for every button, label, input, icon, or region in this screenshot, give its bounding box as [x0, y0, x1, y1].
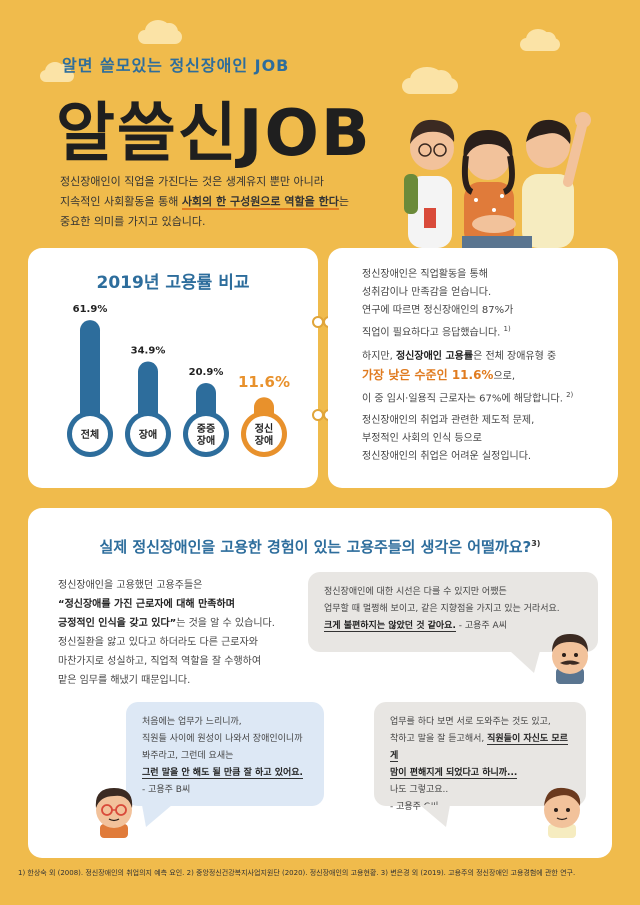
summary-line: 정신질환을 앓고 있다고 하더라도 다른 근로자와: [58, 637, 258, 648]
quote-line: 처음에는 업무가 느리니까,: [142, 717, 242, 727]
summary-emphasis: “정신장애를 가진 근로자에 대해 만족하며: [58, 599, 235, 610]
bubble-tail: [510, 651, 540, 673]
chart-title: 2019년 고용률 비교: [96, 273, 250, 293]
quote-line: 크게 불편하지는 않았던 것 같아요. - 고용주 A씨: [324, 618, 582, 635]
summary-emphasis: 긍정적인 인식을 갖고 있다”: [58, 618, 177, 629]
quote-signature: - 고용주 B씨: [142, 785, 191, 795]
intro-line: 중요한 의미를 가지고 있습니다.: [60, 215, 206, 228]
chart-bulb-inner: [72, 416, 108, 452]
info-highlight: 가장 낮은 수준인 11.6%: [362, 368, 494, 382]
chart-bar: [80, 320, 100, 434]
quote-emphasis: 크게 불편하지는 않았던 것 같아요.: [324, 621, 456, 632]
quote-text-part: 착하고 말을 잘 듣고해서,: [390, 734, 488, 744]
info-text-part: 직업이 필요하다고 응답했습니다.: [362, 327, 501, 339]
question-title: 실제 정신장애인을 고용한 경험이 있는 고용주들의 생각은 어떨까요?3): [28, 536, 612, 557]
employer-b-avatar: [95, 788, 133, 838]
chart-category-label: 전체: [81, 428, 99, 441]
header-subtitle: 알면 쓸모있는 정신장애인 JOB: [62, 56, 290, 75]
bubble-tail: [420, 805, 450, 827]
quote-line: 업무할 때 멀쩡해 보이고, 같은 지향점을 가지고 있는 거라서요.: [324, 604, 560, 614]
info-paragraph-3: 정신장애인의 취업과 관련한 제도적 문제, 부정적인 사회의 인식 등으로 정…: [362, 412, 534, 466]
summary-line: “정신장애를 가진 근로자에 대해 만족하며: [58, 595, 298, 614]
quote-signature: - 고용주 C씨: [390, 802, 439, 812]
info-text-part: 이 중 임시·일용직 근로자는 67%에 해당합니다.: [362, 393, 563, 405]
footnote-ref: 1): [503, 325, 511, 333]
employment-rate-chart: 전체 61.9% 장애 34.9% 중증 장애 20.9% 정신 장애 11.6%: [67, 304, 290, 457]
quote-bubble-c: 업무를 하다 보면 서로 도와주는 것도 있고, 착하고 말을 잘 듣고해서, …: [374, 702, 586, 812]
quote-emphasis: 그런 말을 안 해도 될 만큼 잘 하고 있어요.: [142, 768, 303, 779]
footnote-ref: 3): [531, 539, 541, 548]
chart-value-label: 20.9%: [189, 367, 224, 378]
info-line: 부정적인 사회의 인식 등으로: [362, 433, 482, 444]
chart-bulb-inner: [246, 416, 282, 452]
info-panel: 정신장애인은 직업활동을 통해 성취감이나 만족감을 얻습니다. 연구에 따르면…: [328, 248, 618, 488]
employer-a-avatar: [552, 634, 588, 684]
bubble-tail: [142, 805, 172, 827]
quote-signature: - 고용주 A씨: [455, 621, 507, 631]
employer-opinions-panel: 실제 정신장애인을 고용한 경험이 있는 고용주들의 생각은 어떨까요?3) 정…: [28, 508, 612, 858]
footnote-ref: 2): [566, 391, 574, 399]
quote-bubble-b: 처음에는 업무가 느리니까, 직원들 사이에 원성이 나와서 장애인이니까 봐주…: [126, 702, 324, 806]
info-emphasis: 정신장애인 고용률: [395, 351, 474, 362]
cloud-decoration: [402, 66, 458, 94]
info-text-part: 으로,: [493, 371, 516, 382]
cloud-decoration: [520, 28, 560, 51]
info-paragraph-2: 하지만, 정신장애인 고용률은 전체 장애유형 중 가장 낮은 수준인 11.6…: [362, 348, 573, 408]
summary-text-part: 는 것을 알 수 있습니다.: [176, 618, 275, 629]
quote-line: 나도 그렇고요..: [390, 785, 449, 795]
chart-value-label: 34.9%: [131, 346, 166, 357]
info-paragraph-1: 정신장애인은 직업활동을 통해 성취감이나 만족감을 얻습니다. 연구에 따르면…: [362, 266, 513, 342]
summary-line: 마찬가지로 성실하고, 직업적 역할을 잘 수행하여: [58, 656, 262, 667]
info-line: 이 중 임시·일용직 근로자는 67%에 해당합니다. 2): [362, 386, 573, 408]
chart-bulb-inner: [188, 416, 224, 452]
intro-line: 지속적인 사회활동을 통해 사회의 한 구성원으로 역할을 한다는: [60, 192, 400, 212]
cloud-decoration: [40, 61, 74, 82]
info-line: 연구에 따르면 정신장애인의 87%가: [362, 305, 514, 316]
summary-line: 정신장애인을 고용했던 고용주들은: [58, 580, 203, 591]
cloud-decoration: [138, 20, 182, 44]
intro-text: 정신장애인이 직업을 가진다는 것은 생계유지 뿐만 아니라 지속적인 사회활동…: [60, 172, 400, 232]
info-text-part: 은 전체 장애유형 중: [473, 351, 557, 362]
info-line: 정신장애인의 취업은 어려운 실정입니다.: [362, 451, 532, 462]
quote-line: 업무를 하다 보면 서로 도와주는 것도 있고,: [390, 717, 551, 727]
summary-line: 긍정적인 인식을 갖고 있다”는 것을 알 수 있습니다.: [58, 614, 298, 633]
info-line: 가장 낮은 수준인 11.6%으로,: [362, 366, 573, 386]
employer-c-avatar: [544, 787, 581, 838]
chart-category-label: 중증 장애: [197, 423, 215, 447]
quote-line: 봐주라고, 그런데 요새는: [142, 751, 234, 761]
quote-line: 착하고 말을 잘 듣고해서, 직원들이 자신도 모르게: [390, 731, 570, 765]
footnote: 1) 한상숙 외 (2008). 정신장애인의 취업의지 예측 요인. 2) 중…: [18, 869, 576, 877]
intro-text-part: 는: [338, 195, 349, 208]
chart-bulb-inner: [130, 416, 166, 452]
quote-emphasis: 맘이 편해지게 되었다고 하니까...: [390, 768, 518, 779]
info-line: 하지만, 정신장애인 고용률은 전체 장애유형 중: [362, 348, 573, 366]
info-line: 성취감이나 만족감을 얻습니다.: [362, 287, 492, 298]
chart-value-label: 11.6%: [238, 373, 290, 391]
quote-line: 맘이 편해지게 되었다고 하니까...: [390, 765, 570, 782]
quote-line: 그런 말을 안 해도 될 만큼 잘 하고 있어요.: [142, 765, 308, 782]
page-title: 알쓸신JOB: [56, 97, 372, 171]
summary-line: 맡은 임무를 해냈기 때문입니다.: [58, 675, 191, 686]
chart-category-label: 정신 장애: [255, 422, 273, 447]
info-text-part: 하지만,: [362, 351, 396, 362]
info-line: 정신장애인의 취업과 관련한 제도적 문제,: [362, 415, 535, 426]
quote-line: 직원들 사이에 원성이 나와서 장애인이니까: [142, 734, 303, 744]
intro-emphasis: 사회의 한 구성원으로 역할을 한다: [181, 195, 339, 210]
info-line: 정신장애인은 직업활동을 통해: [362, 269, 488, 280]
employers-summary: 정신장애인을 고용했던 고용주들은 “정신장애를 가진 근로자에 대해 만족하며…: [58, 576, 298, 690]
people-illustration: [404, 112, 591, 248]
chart-value-label: 61.9%: [73, 304, 108, 315]
intro-text-part: 지속적인 사회활동을 통해: [60, 195, 182, 208]
question-text: 실제 정신장애인을 고용한 경험이 있는 고용주들의 생각은 어떨까요?: [99, 538, 532, 556]
intro-line: 정신장애인이 직업을 가진다는 것은 생계유지 뿐만 아니라: [60, 175, 324, 188]
employment-rate-chart-panel: 2019년 고용률 비교 전체 61.9% 장애 34.9% 중증 장애 20.9% 정신 장애…: [28, 248, 318, 488]
quote-bubble-a: 정신장애인에 대한 시선은 다를 수 있지만 어쨌든 업무할 때 멀쩡해 보이고…: [308, 572, 598, 652]
quote-emphasis: 직원들이 자신도 모르게: [390, 734, 568, 762]
chart-category-label: 장애: [139, 428, 157, 441]
quote-line: 정신장애인에 대한 시선은 다를 수 있지만 어쨌든: [324, 587, 507, 597]
info-line: 직업이 필요하다고 응답했습니다. 1): [362, 320, 513, 342]
